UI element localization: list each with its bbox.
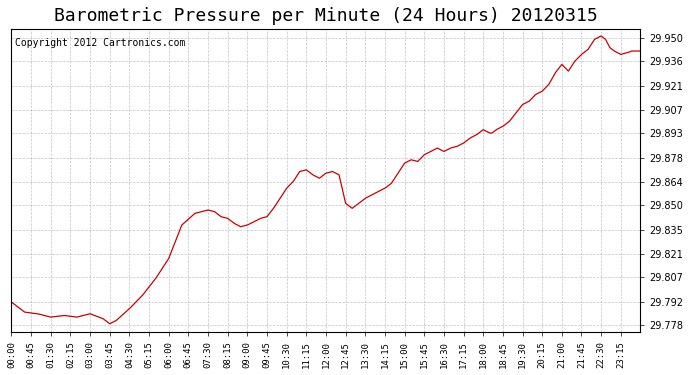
Text: Copyright 2012 Cartronics.com: Copyright 2012 Cartronics.com	[14, 38, 185, 48]
Title: Barometric Pressure per Minute (24 Hours) 20120315: Barometric Pressure per Minute (24 Hours…	[54, 7, 598, 25]
